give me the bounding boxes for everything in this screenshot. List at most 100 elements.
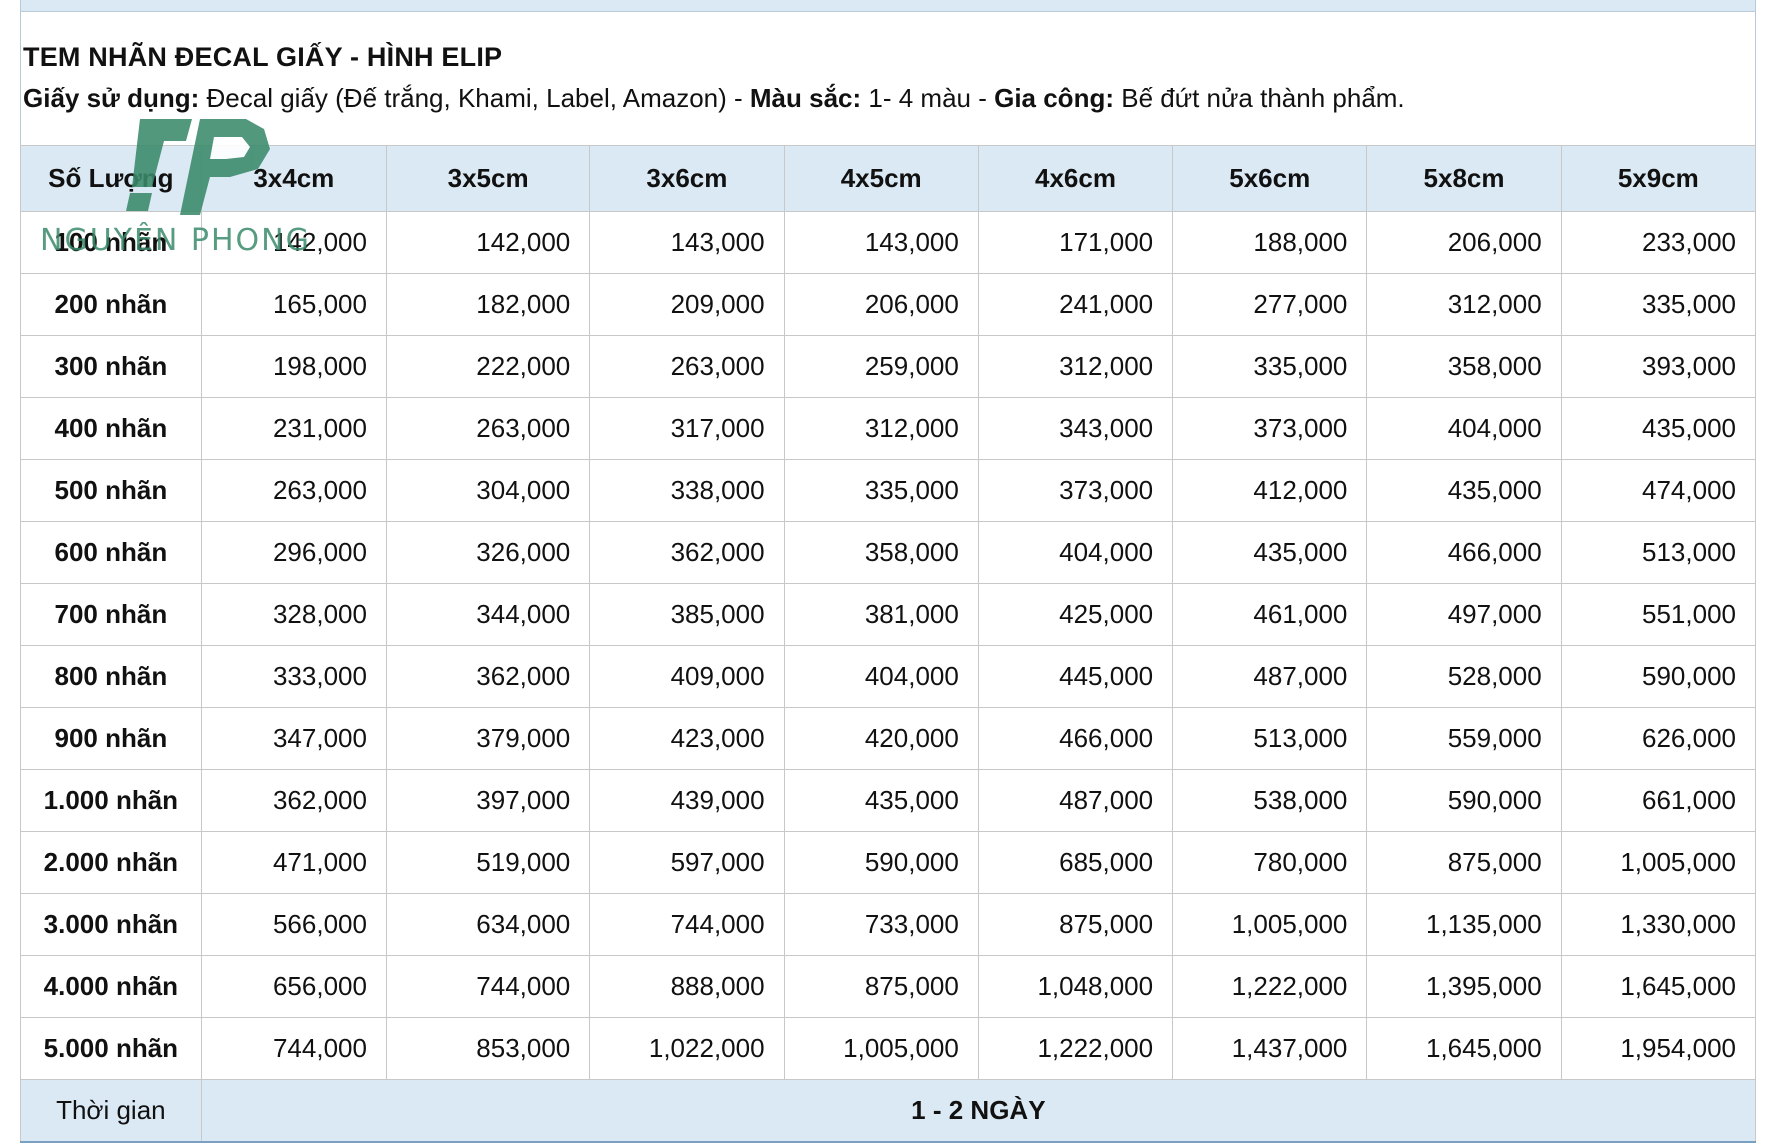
price-cell: 326,000 xyxy=(385,521,591,584)
header-size: 4x6cm xyxy=(977,145,1174,212)
price-cell: 233,000 xyxy=(1560,211,1757,274)
price-cell: 888,000 xyxy=(589,955,785,1018)
price-cell: 328,000 xyxy=(200,583,387,646)
quantity-cell: 400 nhãn xyxy=(20,397,202,460)
quantity-cell: 1.000 nhãn xyxy=(20,769,202,832)
finish-value: Bế đứt nửa thành phẩm. xyxy=(1114,83,1405,113)
price-cell: 590,000 xyxy=(1366,769,1562,832)
finish-label: Gia công: xyxy=(994,83,1114,113)
price-cell: 733,000 xyxy=(783,893,979,956)
price-cell: 1,222,000 xyxy=(977,1017,1174,1080)
quantity-cell: 300 nhãn xyxy=(20,335,202,398)
price-cell: 206,000 xyxy=(783,273,979,336)
price-cell: 445,000 xyxy=(977,645,1174,708)
price-cell: 513,000 xyxy=(1560,521,1757,584)
price-cell: 312,000 xyxy=(783,397,979,460)
price-cell: 1,330,000 xyxy=(1560,893,1757,956)
price-table: Số Lượng 3x4cm 3x5cm 3x6cm 4x5cm 4x6cm 5x6cm 5x… xyxy=(20,145,1757,1143)
price-cell: 487,000 xyxy=(977,769,1174,832)
table-row: 600 nhãn 296,000 326,000 362,000 358,000 404,… xyxy=(20,521,1757,584)
price-cell: 362,000 xyxy=(200,769,387,832)
table-row: 100 nhãn 142,000 142,000 143,000 143,000 171,… xyxy=(20,211,1757,274)
quantity-cell: 900 nhãn xyxy=(20,707,202,770)
table-row: 300 nhãn 198,000 222,000 263,000 259,000 312,… xyxy=(20,335,1757,398)
price-cell: 1,395,000 xyxy=(1366,955,1562,1018)
price-cell: 1,005,000 xyxy=(783,1017,979,1080)
price-cell: 875,000 xyxy=(1366,831,1562,894)
price-cell: 263,000 xyxy=(385,397,591,460)
table-row: 700 nhãn 328,000 344,000 385,000 381,000 425,… xyxy=(20,583,1757,646)
table-row: 500 nhãn 263,000 304,000 338,000 335,000 373,… xyxy=(20,459,1757,522)
price-cell: 381,000 xyxy=(783,583,979,646)
price-cell: 538,000 xyxy=(1172,769,1368,832)
price-cell: 358,000 xyxy=(1366,335,1562,398)
price-cell: 385,000 xyxy=(589,583,785,646)
price-cell: 435,000 xyxy=(1560,397,1757,460)
header-size: 3x4cm xyxy=(200,145,387,212)
price-cell: 188,000 xyxy=(1172,211,1368,274)
price-cell: 875,000 xyxy=(783,955,979,1018)
delivery-time-label: Thời gian xyxy=(20,1079,202,1143)
price-cell: 1,437,000 xyxy=(1172,1017,1368,1080)
price-cell: 435,000 xyxy=(1366,459,1562,522)
price-cell: 263,000 xyxy=(200,459,387,522)
price-cell: 461,000 xyxy=(1172,583,1368,646)
price-cell: 497,000 xyxy=(1366,583,1562,646)
price-cell: 1,022,000 xyxy=(589,1017,785,1080)
price-cell: 425,000 xyxy=(977,583,1174,646)
quantity-cell: 200 nhãn xyxy=(20,273,202,336)
price-cell: 423,000 xyxy=(589,707,785,770)
price-cell: 435,000 xyxy=(783,769,979,832)
price-cell: 412,000 xyxy=(1172,459,1368,522)
delivery-time-value: 1 - 2 NGÀY xyxy=(200,1079,1757,1143)
price-cell: 1,645,000 xyxy=(1366,1017,1562,1080)
price-cell: 409,000 xyxy=(589,645,785,708)
price-cell: 439,000 xyxy=(589,769,785,832)
price-cell: 528,000 xyxy=(1366,645,1562,708)
table-row: 3.000 nhãn 566,000 634,000 744,000 733,000 87… xyxy=(20,893,1757,956)
quantity-cell: 4.000 nhãn xyxy=(20,955,202,1018)
price-cell: 435,000 xyxy=(1172,521,1368,584)
price-cell: 393,000 xyxy=(1560,335,1757,398)
table-footer: Thời gian 1 - 2 NGÀY xyxy=(20,1079,1757,1143)
price-cell: 471,000 xyxy=(200,831,387,894)
quantity-cell: 800 nhãn xyxy=(20,645,202,708)
price-cell: 344,000 xyxy=(385,583,591,646)
price-cell: 853,000 xyxy=(385,1017,591,1080)
paper-label: Giấy sử dụng: xyxy=(23,83,200,113)
price-cell: 171,000 xyxy=(977,211,1174,274)
page-title: TEM NHÃN ĐECAL GIẤY - HÌNH ELIP xyxy=(23,42,503,72)
price-cell: 143,000 xyxy=(783,211,979,274)
price-cell: 780,000 xyxy=(1172,831,1368,894)
header-size: 5x9cm xyxy=(1560,145,1757,212)
price-cell: 744,000 xyxy=(200,1017,387,1080)
table-header: Số Lượng 3x4cm 3x5cm 3x6cm 4x5cm 4x6cm 5x6cm 5x… xyxy=(20,145,1757,212)
price-cell: 397,000 xyxy=(385,769,591,832)
quantity-cell: 600 nhãn xyxy=(20,521,202,584)
price-cell: 317,000 xyxy=(589,397,785,460)
price-cell: 312,000 xyxy=(1366,273,1562,336)
price-cell: 338,000 xyxy=(589,459,785,522)
price-cell: 312,000 xyxy=(977,335,1174,398)
color-value: 1- 4 màu - xyxy=(861,83,995,113)
price-cell: 347,000 xyxy=(200,707,387,770)
price-cell: 165,000 xyxy=(200,273,387,336)
price-cell: 1,645,000 xyxy=(1560,955,1757,1018)
price-cell: 142,000 xyxy=(200,211,387,274)
price-cell: 566,000 xyxy=(200,893,387,956)
price-cell: 198,000 xyxy=(200,335,387,398)
price-cell: 656,000 xyxy=(200,955,387,1018)
price-cell: 744,000 xyxy=(385,955,591,1018)
price-cell: 559,000 xyxy=(1366,707,1562,770)
price-cell: 626,000 xyxy=(1560,707,1757,770)
top-strip xyxy=(20,0,1756,12)
price-cell: 259,000 xyxy=(783,335,979,398)
price-cell: 404,000 xyxy=(1366,397,1562,460)
table-body: 100 nhãn 142,000 142,000 143,000 143,000 171,… xyxy=(20,211,1757,1080)
price-cell: 206,000 xyxy=(1366,211,1562,274)
price-cell: 335,000 xyxy=(783,459,979,522)
price-cell: 182,000 xyxy=(385,273,591,336)
header-size: 5x8cm xyxy=(1366,145,1562,212)
price-cell: 277,000 xyxy=(1172,273,1368,336)
header-size: 4x5cm xyxy=(783,145,979,212)
